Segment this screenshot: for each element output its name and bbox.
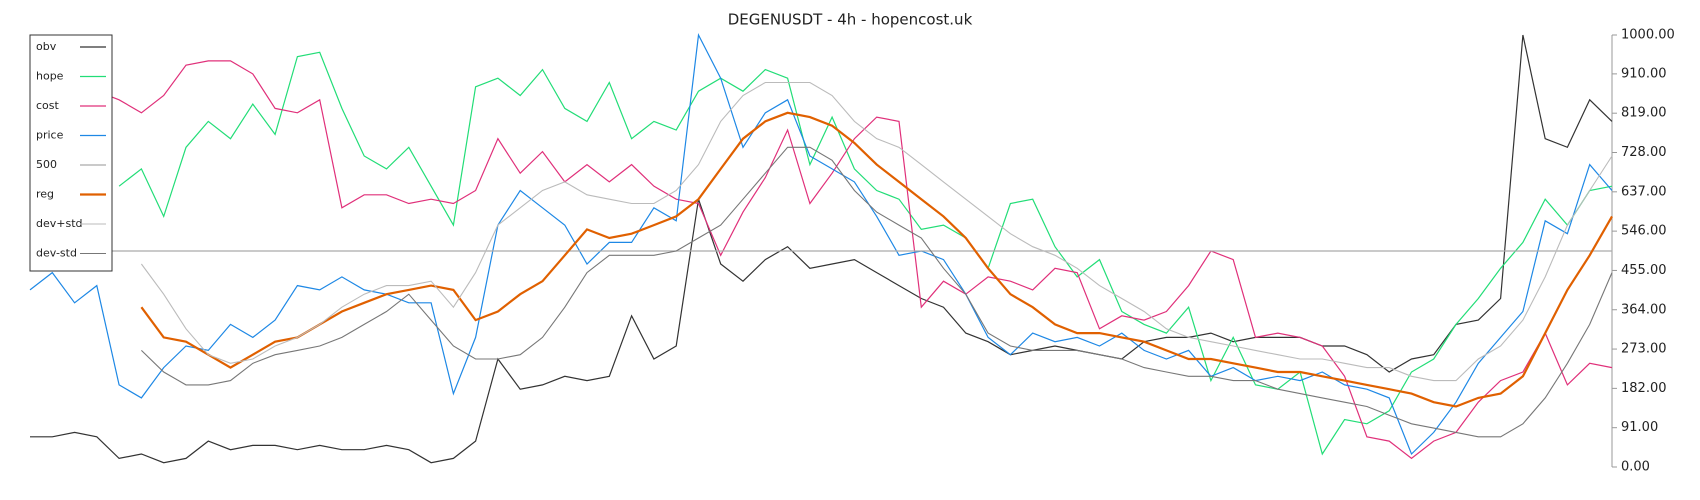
y-tick-label: 819.00 bbox=[1621, 106, 1667, 121]
series-line bbox=[140, 81, 1613, 382]
legend-label: reg bbox=[36, 188, 54, 201]
series-line bbox=[118, 51, 1613, 456]
y-tick-label: 1000.00 bbox=[1621, 28, 1675, 43]
legend-label: price bbox=[36, 129, 64, 142]
y-tick-label: 0.00 bbox=[1621, 460, 1650, 475]
legend-label: dev+std bbox=[36, 217, 83, 230]
series-line bbox=[140, 111, 1613, 408]
y-tick-label: 91.00 bbox=[1621, 420, 1658, 435]
series-line bbox=[30, 34, 1613, 464]
y-tick-label: 910.00 bbox=[1621, 66, 1667, 81]
y-tick-label: 273.00 bbox=[1621, 342, 1667, 357]
y-tick-label: 728.00 bbox=[1621, 145, 1667, 160]
chart-title: DEGENUSDT - 4h - hopencost.uk bbox=[728, 11, 973, 29]
series-line bbox=[29, 60, 1613, 460]
series-line bbox=[29, 32, 1613, 456]
legend-label: 500 bbox=[36, 158, 57, 171]
y-tick-label: 546.00 bbox=[1621, 224, 1667, 239]
legend-label: dev-std bbox=[36, 247, 77, 260]
y-tick-label: 637.00 bbox=[1621, 184, 1667, 199]
legend-box bbox=[29, 34, 113, 272]
legend-label: cost bbox=[36, 99, 60, 112]
legend-label: obv bbox=[36, 40, 57, 53]
legend: obv hope cost price 500 reg dev+std dev-std bbox=[29, 34, 113, 272]
y-tick-label: 364.00 bbox=[1621, 302, 1667, 317]
y-tick-label: 182.00 bbox=[1621, 381, 1667, 396]
series-line bbox=[141, 146, 1613, 438]
y-tick-label: 455.00 bbox=[1621, 263, 1667, 278]
legend-label: hope bbox=[36, 70, 64, 83]
